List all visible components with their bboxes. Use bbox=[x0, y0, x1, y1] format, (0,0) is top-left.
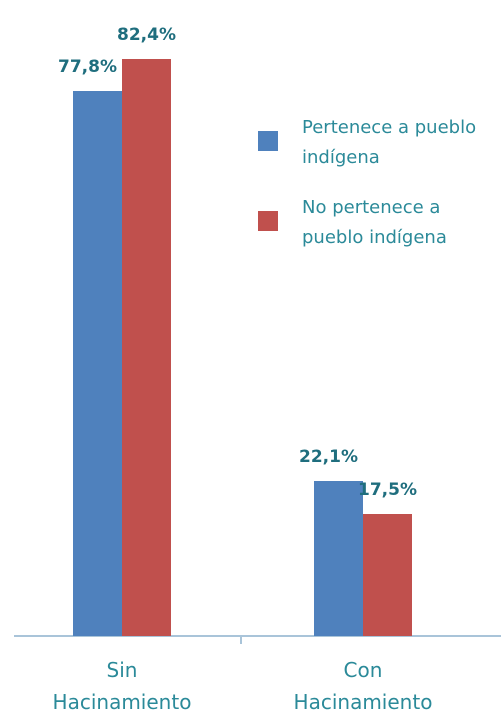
legend-label: No pertenece a pueblo indígena bbox=[302, 197, 447, 248]
x-tick-label: Sin Hacinamiento bbox=[52, 658, 192, 714]
x-tick-label: Con Hacinamiento bbox=[293, 658, 433, 714]
value-label: 22,1% bbox=[299, 447, 358, 468]
bar bbox=[73, 91, 122, 636]
legend-swatch bbox=[258, 211, 278, 231]
legend-swatch bbox=[258, 131, 278, 151]
bar bbox=[314, 481, 363, 636]
value-label: 82,4% bbox=[117, 25, 176, 46]
x-axis-tick bbox=[240, 636, 242, 644]
value-label: 17,5% bbox=[358, 479, 417, 500]
bar bbox=[122, 59, 171, 636]
legend-label: Pertenece a pueblo indígena bbox=[302, 117, 477, 168]
x-axis-line bbox=[14, 635, 501, 637]
value-label: 77,8% bbox=[58, 57, 117, 78]
bar bbox=[363, 513, 412, 636]
